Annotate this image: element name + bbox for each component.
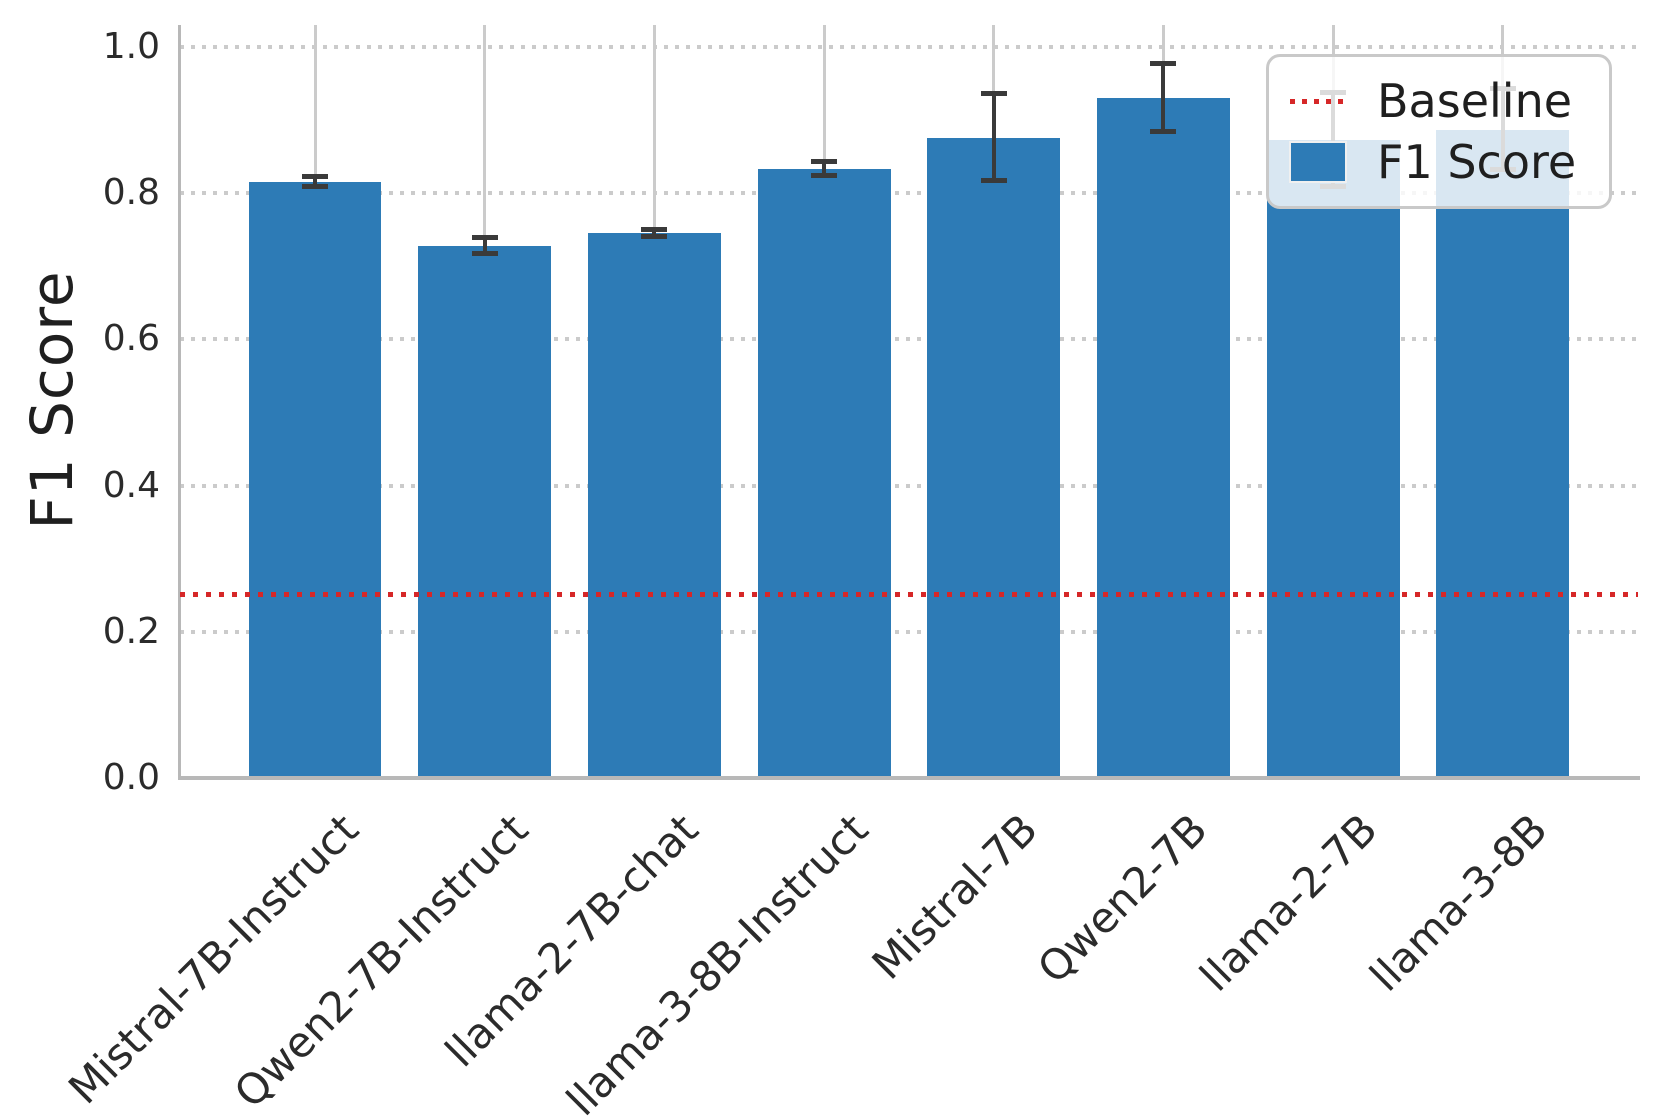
error-bar-cap-bottom [980, 178, 1007, 184]
error-bar-cap-top [641, 226, 668, 232]
error-bar-stem [652, 229, 657, 238]
error-bar-cap-top [980, 90, 1007, 96]
h-gridline [180, 44, 1638, 49]
error-bar-cap-bottom [302, 184, 328, 190]
y-tick-label: 0.4 [102, 464, 160, 506]
h-gridline [180, 191, 1638, 196]
baseline-dotted-line-swatch [1290, 98, 1346, 104]
x-tick-label-llama-3-8B-Instruct: llama-3-8B-Instruct [556, 804, 878, 1119]
bar-llama-3-8B [1436, 129, 1570, 778]
error-bar-cap-top [302, 174, 328, 180]
baseline-swatch-box [1287, 98, 1349, 104]
y-tick-label: 0.8 [102, 172, 160, 214]
h-gridline [180, 483, 1638, 488]
error-bar-cap-top [1150, 61, 1177, 67]
h-gridline [180, 337, 1638, 342]
error-bar-cap-bottom [1150, 128, 1177, 134]
x-tick-label-Mistral-7B-Instruct: Mistral-7B-Instruct [59, 804, 369, 1114]
legend: Baseline F1 Score [1266, 54, 1612, 209]
error-bar-cap-bottom [811, 173, 838, 179]
error-bar-stem [313, 177, 317, 188]
h-gridline [180, 629, 1638, 634]
f1-swatch-box [1287, 141, 1349, 183]
legend-label-f1-score: F1 Score [1377, 135, 1577, 189]
x-tick-label-Qwen2-7B-Instruct: Qwen2-7B-Instruct [225, 804, 538, 1118]
error-bar-stem [482, 237, 487, 254]
error-bar-cap-bottom [471, 250, 498, 256]
bar-Qwen2-7B-Instruct [418, 245, 552, 778]
f1-score-patch-swatch [1289, 141, 1347, 183]
bar-Mistral-7B-Instruct [248, 182, 382, 778]
error-bar-stem [822, 161, 827, 177]
x-axis: Mistral-7B-Instruct Qwen2-7B-Instruct llam… [60, 792, 1638, 1119]
legend-item-f1-score: F1 Score [1287, 139, 1591, 185]
bar-Qwen2-7B [1097, 98, 1230, 778]
x-tick-label-llama-2-7B: llama-2-7B [1190, 804, 1387, 1001]
x-tick-label-Qwen2-7B: Qwen2-7B [1028, 804, 1217, 993]
error-bar-cap-bottom [641, 234, 668, 240]
y-axis: 0.0 0.2 0.4 0.6 0.8 1.0 [0, 25, 166, 795]
x-tick-label-Mistral-7B: Mistral-7B [862, 804, 1048, 989]
bar-Mistral-7B [927, 137, 1061, 778]
x-tick-label-llama-3-8B: llama-3-8B [1360, 804, 1557, 1001]
x-axis-spine [178, 776, 1640, 780]
legend-item-baseline: Baseline [1287, 78, 1591, 124]
y-tick-label: 0.0 [102, 757, 160, 798]
error-bar-stem [1161, 64, 1166, 132]
y-axis-spine [178, 25, 181, 779]
legend-label-baseline: Baseline [1377, 74, 1573, 128]
error-bar-stem [991, 93, 996, 182]
baseline-line [180, 592, 1638, 598]
bar-llama-2-7B [1266, 139, 1400, 778]
y-tick-label: 0.2 [102, 610, 160, 652]
error-bar-cap-top [471, 234, 498, 240]
bar-llama-2-7B-chat [587, 233, 721, 778]
error-bar-cap-top [811, 158, 838, 164]
y-tick-label: 1.0 [102, 25, 160, 67]
plot-area [180, 25, 1638, 778]
bar-llama-3-8B-Instruct [757, 169, 891, 778]
y-tick-label: 0.6 [102, 318, 160, 360]
